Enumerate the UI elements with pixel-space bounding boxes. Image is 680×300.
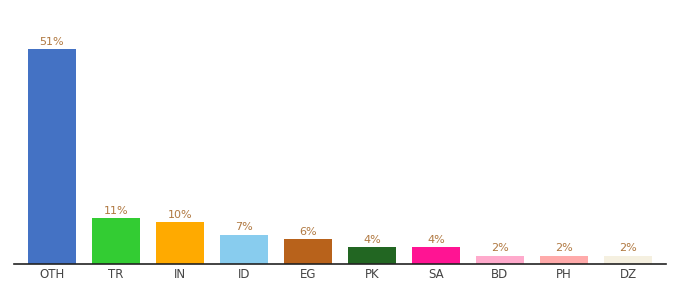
Text: 4%: 4% <box>427 235 445 245</box>
Text: 10%: 10% <box>168 210 192 220</box>
Bar <box>28 49 76 264</box>
Text: 51%: 51% <box>39 37 65 47</box>
Bar <box>220 235 268 264</box>
Bar <box>540 256 588 264</box>
Text: 2%: 2% <box>491 244 509 254</box>
Bar <box>92 218 140 264</box>
Text: 2%: 2% <box>555 244 573 254</box>
Bar <box>348 247 396 264</box>
Bar <box>156 222 204 264</box>
Text: 2%: 2% <box>619 244 637 254</box>
Text: 6%: 6% <box>299 226 317 237</box>
Text: 4%: 4% <box>363 235 381 245</box>
Bar <box>604 256 652 264</box>
Text: 11%: 11% <box>103 206 129 216</box>
Bar <box>284 239 332 264</box>
Bar <box>476 256 524 264</box>
Text: 7%: 7% <box>235 222 253 233</box>
Bar <box>412 247 460 264</box>
